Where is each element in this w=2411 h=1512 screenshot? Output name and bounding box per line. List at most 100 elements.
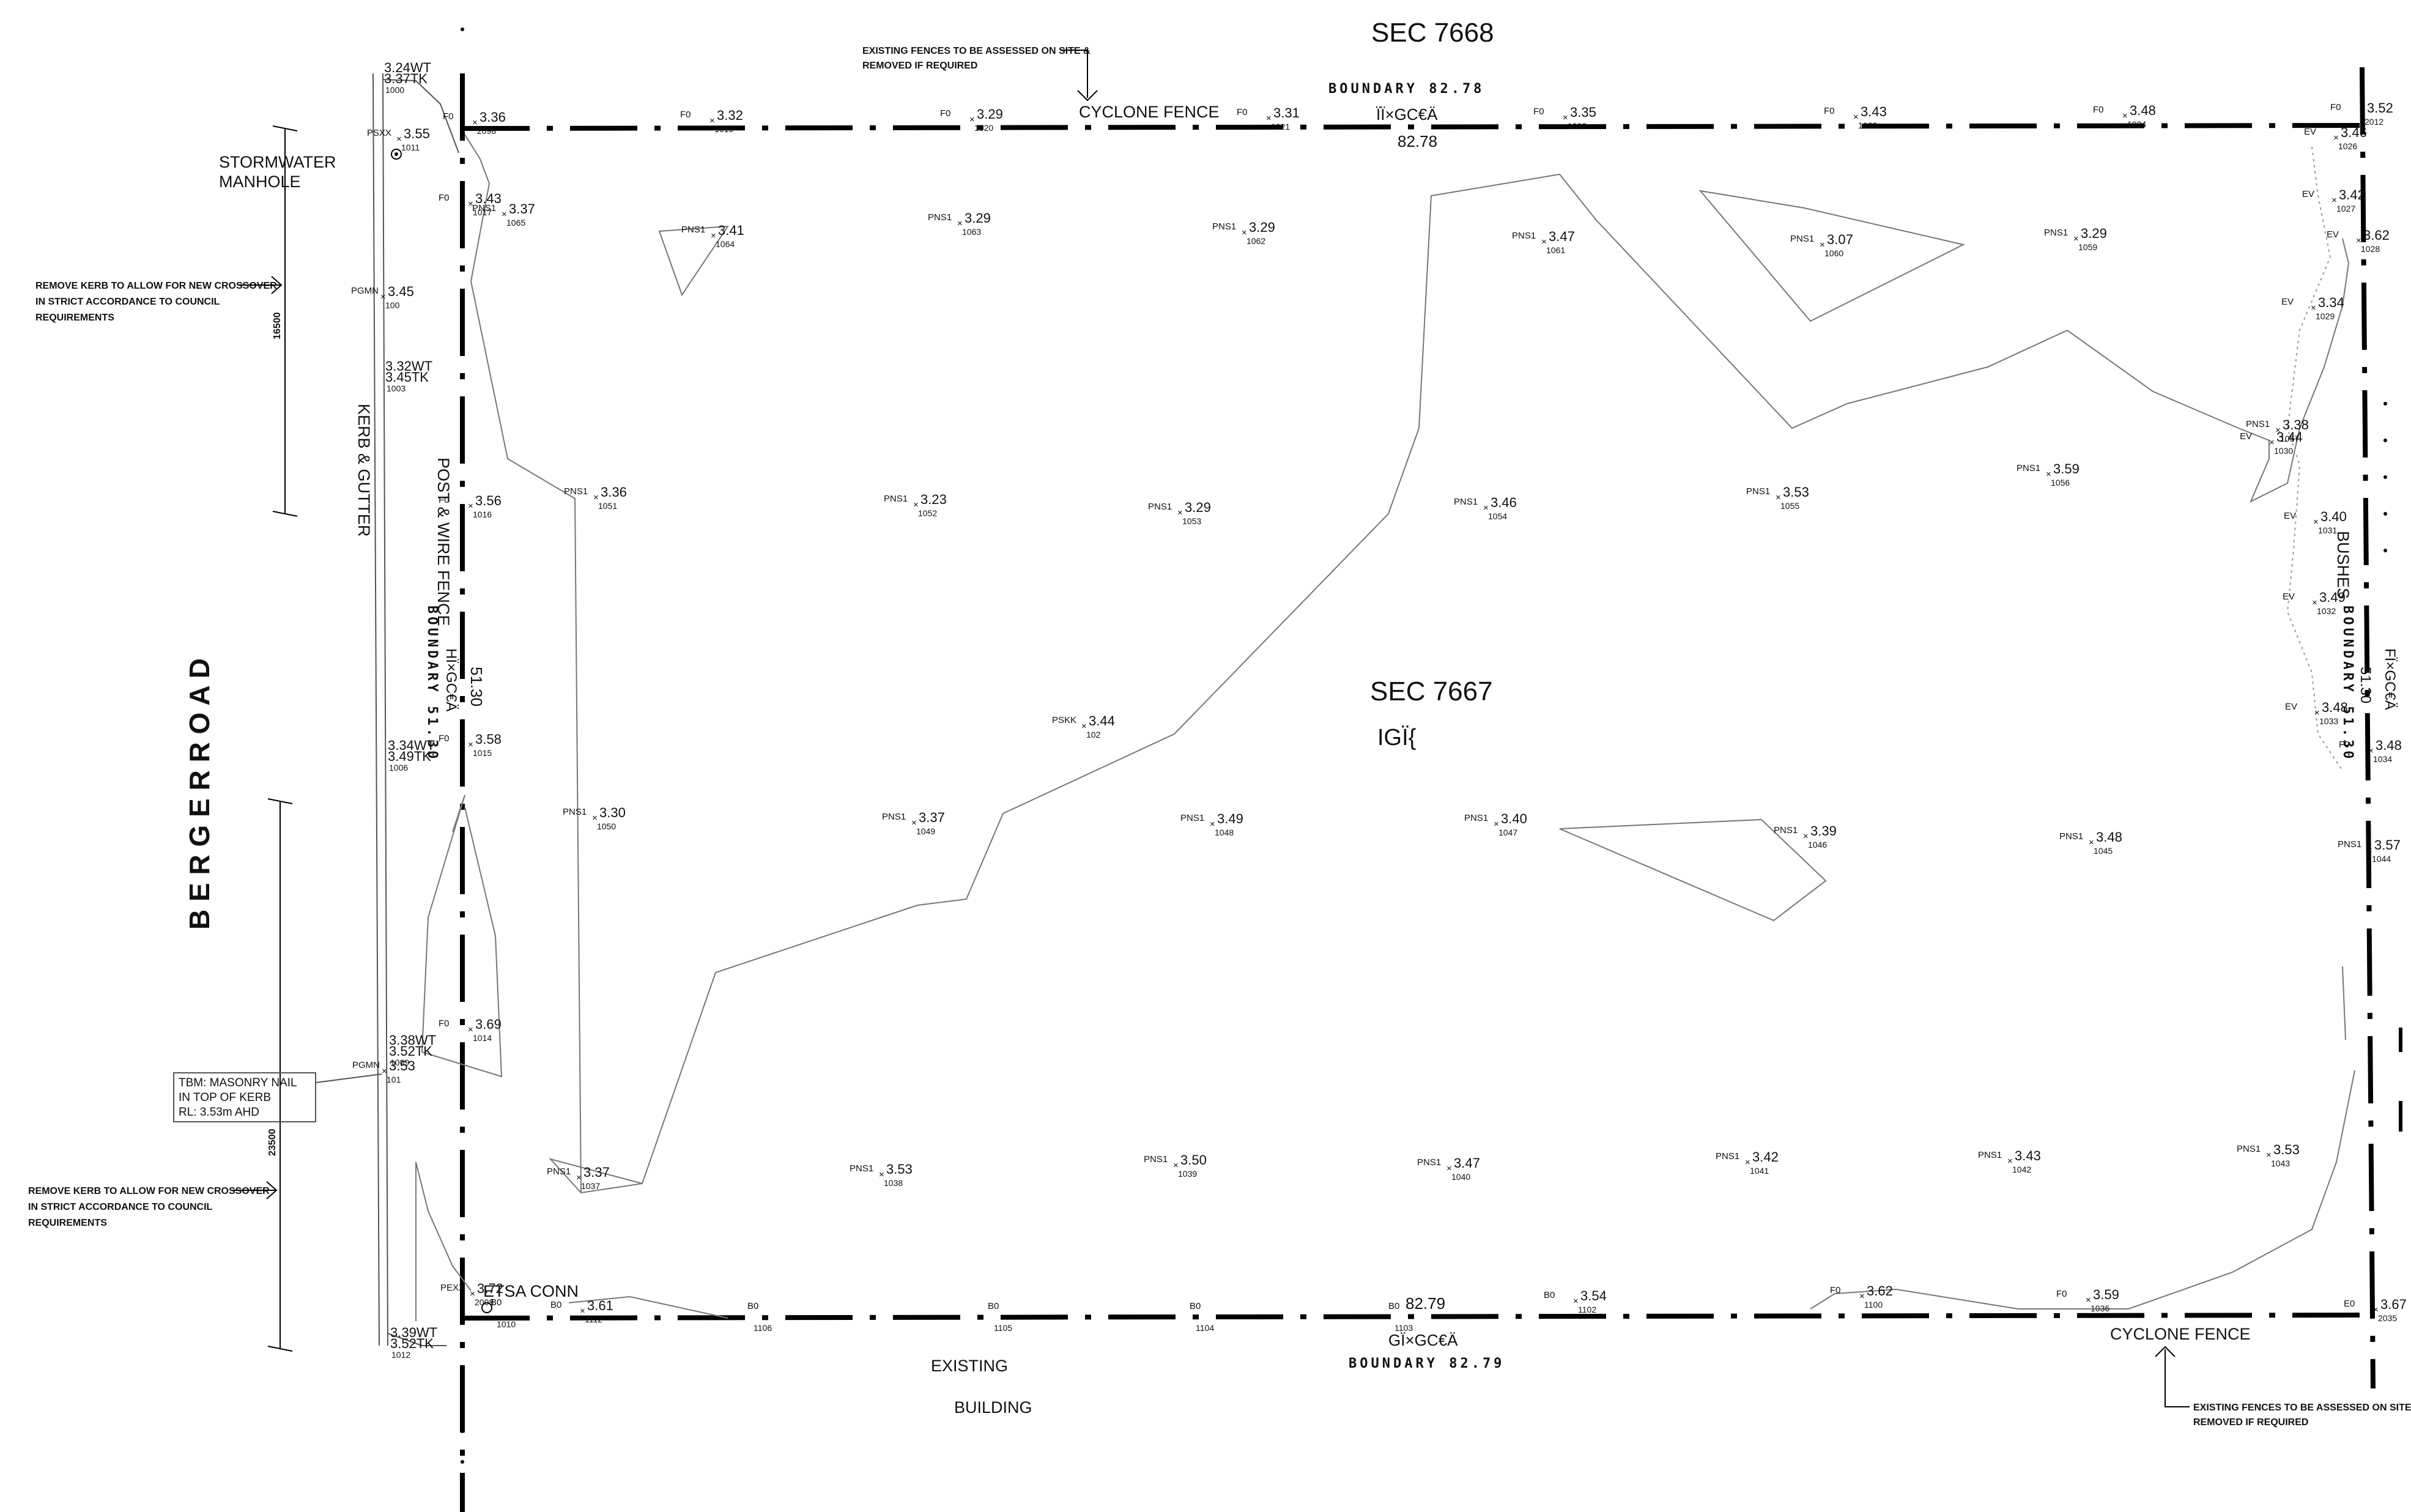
survey-point-marker: × [2333,133,2339,143]
kerb-note-top: REMOVE KERB TO ALLOW FOR NEW CROSSOVER I… [35,276,283,323]
south-boundary-points: B0 1010 B0 1106 B0 1105 B0 1104 B0 1103 [491,1297,1413,1333]
survey-point-id: 1027 [2336,204,2355,213]
survey-point: × PNS1 3.59 1056 [2017,461,2080,487]
survey-point-marker: × [1859,1291,1865,1302]
survey-point-code: PNS1 [850,1163,873,1174]
survey-point-id: 1020 [974,123,993,133]
svg-text:IN STRICT ACCORDANCE TO COUNCI: IN STRICT ACCORDANCE TO COUNCIL [35,297,220,307]
stormwater-label-1: STORMWATER [219,153,336,171]
svg-text:REMOVED IF REQUIRED: REMOVED IF REQUIRED [862,61,977,71]
survey-point-level: 3.44 [1089,713,1115,728]
survey-point-code: F0 [439,733,450,744]
survey-point-level: 3.43 [2015,1148,2041,1163]
cyclone-fence-bottom-label: CYCLONE FENCE [2110,1325,2251,1343]
survey-point: ×PGMN 3.53 101 [352,1058,415,1084]
survey-point-level: 3.43 [1861,104,1887,119]
svg-text:REQUIREMENTS: REQUIREMENTS [28,1218,107,1228]
tbm-box: TBM: MASONRY NAIL IN TOP OF KERB RL: 3.5… [173,1072,382,1122]
survey-point-marker: × [2311,303,2316,313]
survey-point-code: PNS1 [1790,234,1814,244]
survey-point-code: PNS1 [1144,1154,1168,1165]
survey-point-level: 3.29 [965,210,991,226]
east-boundary-code: FÏ×GC€Ä [2382,648,2398,710]
survey-point-code: F0 [439,1018,450,1029]
survey-point-code: PGMN [352,1060,380,1070]
etsa-connection-symbol [481,1302,492,1313]
survey-point-marker: × [1745,1157,1750,1168]
north-boundary-value: 82.78 [1398,132,1437,150]
survey-point-level: 3.47 [1549,229,1575,244]
survey-point-marker: × [1266,113,1272,124]
survey-point: × PSXX 3.55 1011 [367,126,430,152]
road-name: B E R G E R R O A D [183,658,215,930]
survey-point-id: 1048 [1215,828,1234,837]
kerb-level-tk: 3.52TK [389,1043,432,1059]
survey-point-level: 3.30 [599,805,626,820]
survey-point-code: PNS1 [1454,497,1478,507]
fence-note-top: EXISTING FENCES TO BE ASSESSED ON SITE &… [862,46,1098,102]
survey-point-level: 3.36 [601,484,627,500]
survey-point-marker: × [2368,746,2374,756]
south-point-code: B0 [988,1301,999,1311]
survey-point-code: PNS1 [884,494,908,504]
survey-point-marker: × [592,813,598,823]
survey-point-id: 1021 [1271,122,1290,132]
survey-point-code: F0 [439,495,450,505]
survey-point-level: 3.69 [475,1017,502,1032]
survey-point-id: 1059 [2078,242,2097,252]
survey-point-marker: × [576,1173,582,1183]
svg-text:EXISTING FENCES TO BE ASSESSED: EXISTING FENCES TO BE ASSESSED ON SITE & [2193,1403,2411,1413]
survey-point-marker: × [2331,195,2337,206]
survey-point-code: F0 [1830,1285,1841,1295]
survey-point-marker: × [2275,425,2281,435]
survey-point-marker: × [969,114,975,125]
svg-text:IN STRICT ACCORDANCE TO COUNCI: IN STRICT ACCORDANCE TO COUNCIL [28,1202,213,1212]
south-boundary-value: 82.79 [1405,1294,1445,1313]
survey-point-level: 3.41 [718,223,744,238]
survey-point-id: 1011 [401,143,420,152]
section-north-label: SEC 7668 [1371,18,1494,48]
survey-point-marker: × [472,117,478,128]
survey-point-level: 3.37 [509,201,535,217]
survey-point-id: 2008 [475,1297,494,1307]
west-boundary-label: BOUNDARY 51.30 [424,606,440,762]
survey-point-code: PNS1 [1716,1151,1739,1162]
survey-point-id: 1042 [2012,1165,2031,1174]
survey-point-code: F0 [443,111,454,122]
survey-point-level: 3.67 [2380,1297,2407,1312]
survey-point-code: PNS1 [1978,1150,2002,1160]
survey-point-level: 3.59 [2093,1287,2119,1302]
fence-note-bottom: EXISTING FENCES TO BE ASSESSED ON SITE &… [2155,1346,2411,1428]
survey-point-level: 3.46 [2341,125,2367,140]
survey-point-id: 1061 [1546,245,1565,255]
north-boundary-code: ÏÏ×GC€Ä [1376,105,1438,124]
survey-point-marker: × [2046,469,2051,480]
survey-point-level: 3.53 [886,1162,913,1177]
survey-point-id: 1017 [473,207,492,217]
survey-point-code: F0 [2330,102,2341,113]
survey-point-level: 3.32 [717,108,743,123]
survey-point-marker: × [2122,111,2128,121]
survey-point-code: EV [2284,511,2296,521]
survey-point-id: 1031 [2318,525,2337,535]
survey-point-marker: × [1803,831,1809,842]
survey-point-id: 1023 [1858,120,1877,130]
survey-point-code: F0 [1824,106,1835,116]
survey-point-id: 1112 [585,1314,602,1324]
kerb-level-tk: 3.37TK [384,71,428,86]
survey-point-level: 3.29 [977,106,1003,122]
